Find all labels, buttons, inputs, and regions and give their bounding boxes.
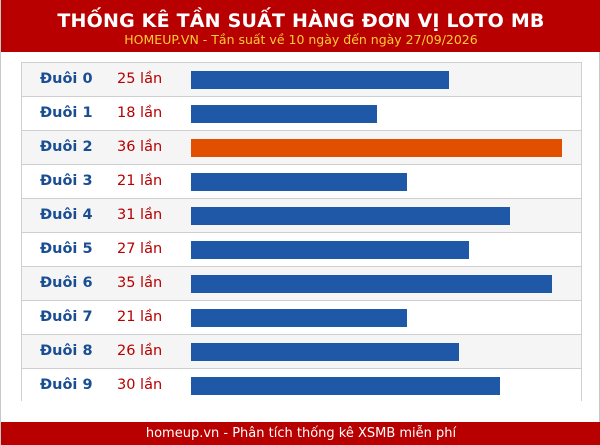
count-label: 26 lần	[117, 343, 163, 359]
chart-subtitle: HOMEUP.VN - Tần suất về 10 ngày đến ngày…	[124, 32, 478, 47]
table-row: Đuôi 2 36 lần	[22, 131, 581, 165]
table-row: Đuôi 9 30 lần	[22, 369, 581, 403]
count-label: 35 lần	[117, 275, 163, 291]
table-row: Đuôi 1 18 lần	[22, 97, 581, 131]
frequency-bar	[191, 377, 500, 395]
category-label: Đuôi 9	[40, 377, 93, 393]
category-label: Đuôi 6	[40, 275, 93, 291]
count-label: 30 lần	[117, 377, 163, 393]
table-row: Đuôi 4 31 lần	[22, 199, 581, 233]
table-row: Đuôi 0 25 lần	[22, 63, 581, 97]
count-label: 21 lần	[117, 173, 163, 189]
chart-header: THỐNG KÊ TẦN SUẤT HÀNG ĐƠN VỊ LOTO MB HO…	[1, 0, 600, 52]
chart-title: THỐNG KÊ TẦN SUẤT HÀNG ĐƠN VỊ LOTO MB	[57, 10, 545, 32]
category-label: Đuôi 4	[40, 207, 93, 223]
frequency-bar	[191, 309, 407, 327]
frequency-bar	[191, 105, 377, 123]
table-row: Đuôi 8 26 lần	[22, 335, 581, 369]
frequency-bar	[191, 207, 510, 225]
count-label: 25 lần	[117, 71, 163, 87]
frequency-bar	[191, 139, 562, 157]
count-label: 36 lần	[117, 139, 163, 155]
frequency-bar	[191, 173, 407, 191]
frequency-bar	[191, 343, 459, 361]
table-row: Đuôi 6 35 lần	[22, 267, 581, 301]
frequency-bar	[191, 241, 469, 259]
frequency-bar	[191, 275, 552, 293]
category-label: Đuôi 1	[40, 105, 93, 121]
count-label: 31 lần	[117, 207, 163, 223]
frequency-table: Đuôi 0 25 lần Đuôi 1 18 lần Đuôi 2 36 lần Đuôi…	[21, 62, 582, 403]
category-label: Đuôi 2	[40, 139, 93, 155]
table-row: Đuôi 5 27 lần	[22, 233, 581, 267]
table-row: Đuôi 7 21 lần	[22, 301, 581, 335]
chart-footer: homeup.vn - Phân tích thống kê XSMB miễn…	[1, 422, 600, 445]
category-label: Đuôi 0	[40, 71, 93, 87]
category-label: Đuôi 3	[40, 173, 93, 189]
count-label: 18 lần	[117, 105, 163, 121]
category-label: Đuôi 8	[40, 343, 93, 359]
table-row: Đuôi 3 21 lần	[22, 165, 581, 199]
category-label: Đuôi 7	[40, 309, 93, 325]
count-label: 27 lần	[117, 241, 163, 257]
count-label: 21 lần	[117, 309, 163, 325]
frequency-bar	[191, 71, 449, 89]
category-label: Đuôi 5	[40, 241, 93, 257]
